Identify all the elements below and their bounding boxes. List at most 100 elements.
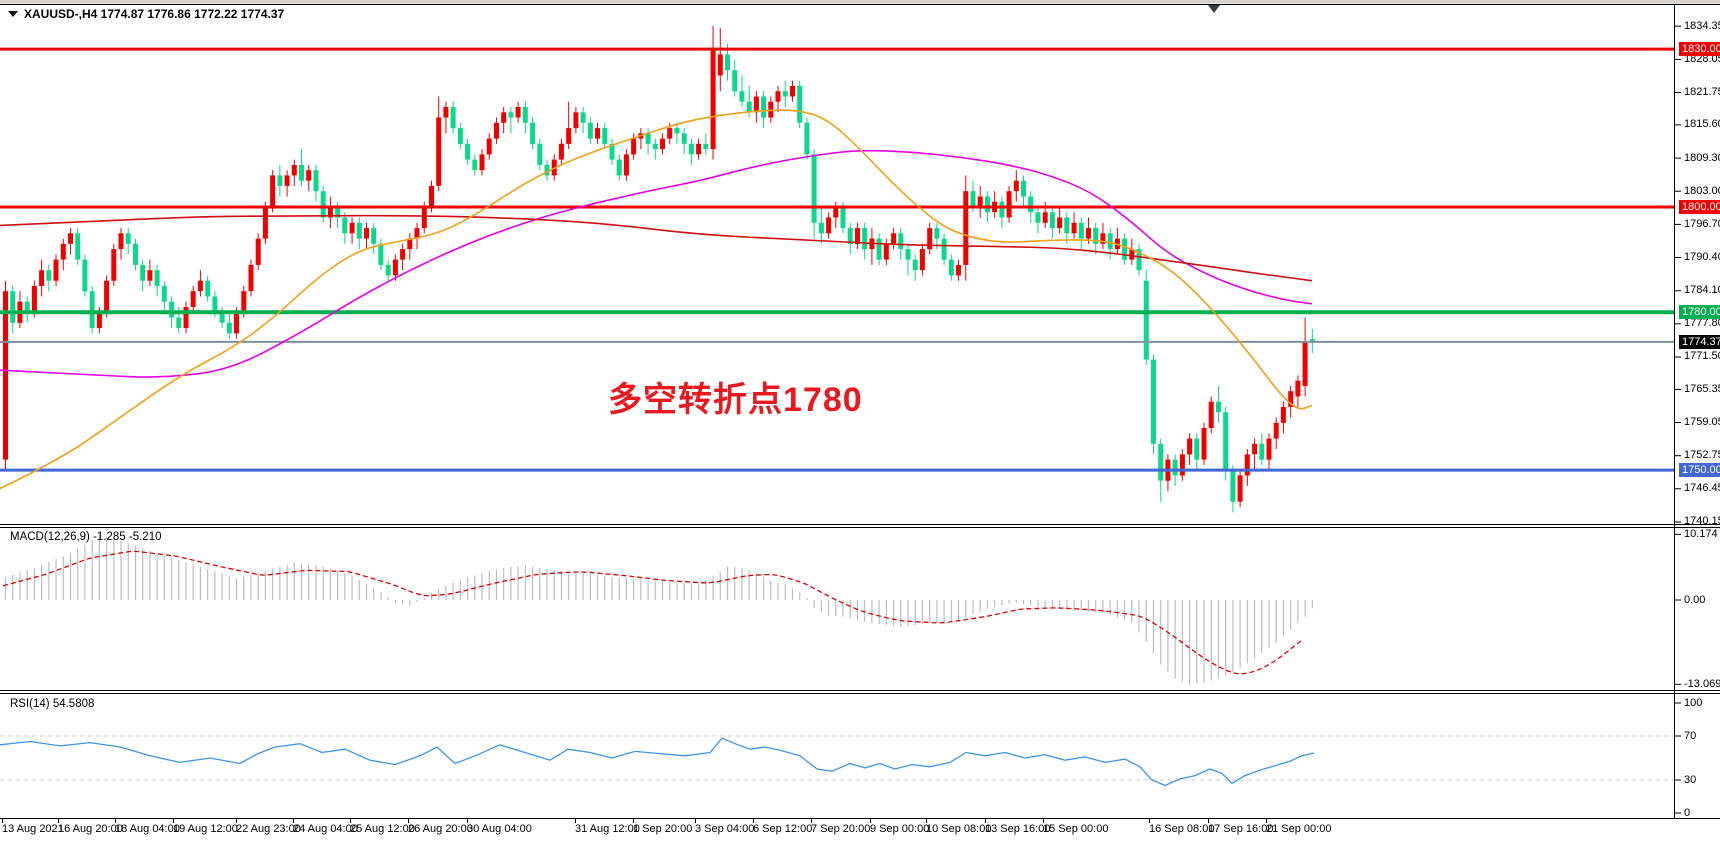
candle	[566, 101, 572, 150]
candle	[696, 138, 702, 160]
time-axis-label: 13 Sep 16:00	[985, 823, 1051, 835]
candle	[371, 222, 377, 255]
candle	[248, 259, 254, 297]
candle	[46, 264, 52, 292]
candle	[385, 259, 391, 281]
rsi-label: RSI(14) 54.5808	[10, 698, 95, 710]
chart-text-annotation[interactable]: 多空转折点1780	[608, 381, 863, 419]
price-axis-label: 1765.35	[1684, 382, 1720, 395]
candle	[717, 28, 723, 92]
candle	[39, 259, 45, 297]
symbol-dropdown-icon[interactable]	[8, 11, 18, 17]
candle	[1049, 207, 1055, 239]
price-axis-label: 1803.00	[1684, 184, 1720, 197]
candle	[479, 149, 485, 176]
candle	[775, 86, 781, 113]
candle	[450, 101, 456, 134]
candle	[75, 228, 81, 265]
candle	[349, 217, 355, 244]
candle	[161, 280, 167, 313]
candle	[1244, 449, 1250, 486]
candle	[595, 122, 600, 144]
time-axis-label: 13 Aug 2021	[2, 823, 64, 835]
candle	[1151, 354, 1156, 455]
symbol-header: XAUUSD-,H4 1774.87 1776.86 1772.22 1774.…	[8, 7, 284, 21]
candle	[1223, 407, 1229, 481]
time-axis-label: 9 Sep 00:00	[870, 823, 930, 835]
candle	[1194, 433, 1200, 471]
time-axis-label: 19 Aug 12:00	[173, 823, 238, 835]
candle	[392, 254, 398, 281]
candle	[1078, 217, 1084, 250]
candle	[826, 212, 832, 239]
candle	[313, 164, 319, 202]
candle	[956, 259, 961, 281]
candle	[486, 133, 492, 160]
candle	[522, 101, 528, 134]
candle	[1021, 175, 1026, 207]
candle	[414, 222, 420, 250]
candle	[616, 154, 622, 181]
candle	[1136, 243, 1142, 276]
macd-axis-label: 10.174	[1684, 527, 1718, 540]
candle	[1035, 207, 1041, 234]
candle	[1100, 222, 1106, 250]
candle	[515, 101, 521, 123]
candle	[1216, 385, 1221, 423]
candle	[660, 133, 665, 155]
candle	[919, 243, 925, 276]
candle	[356, 217, 362, 250]
candle	[443, 101, 449, 134]
candle	[912, 254, 918, 281]
candle	[1252, 438, 1258, 471]
candle	[602, 122, 608, 150]
time-axis-label: 3 Sep 04:00	[695, 823, 755, 835]
candle	[1107, 228, 1113, 260]
candle	[652, 138, 658, 160]
candle	[941, 233, 947, 265]
price-axis-label: 1740.15	[1684, 515, 1720, 528]
candle	[1302, 317, 1308, 397]
candle	[277, 164, 283, 197]
candle	[24, 296, 30, 323]
candle	[89, 285, 95, 334]
candle	[1165, 454, 1171, 492]
rsi-indicator	[0, 735, 1674, 787]
candle	[1057, 207, 1063, 234]
price-axis-label: 1746.45	[1684, 482, 1720, 495]
candle	[811, 149, 817, 239]
candle	[891, 228, 897, 250]
macd-indicator	[2, 534, 1313, 685]
candle	[154, 264, 160, 297]
candle	[573, 107, 579, 134]
time-axis-label: 10 Sep 08:00	[926, 823, 992, 835]
price-axis-label: 1796.70	[1684, 217, 1720, 230]
candle	[609, 138, 615, 165]
candle	[1208, 396, 1214, 434]
candle	[862, 222, 868, 260]
candle	[732, 59, 738, 97]
time-axis-label: 25 Aug 12:00	[350, 823, 415, 835]
rsi-axis-label: 100	[1684, 696, 1703, 709]
candle	[1187, 433, 1193, 465]
candle	[558, 138, 564, 165]
candle	[82, 254, 88, 297]
candle	[1143, 270, 1149, 365]
candle	[111, 243, 117, 286]
candle	[688, 138, 694, 165]
time-axis-label: 17 Sep 16:00	[1208, 823, 1274, 835]
candle	[306, 164, 312, 192]
candle	[342, 212, 348, 244]
candle	[1013, 170, 1019, 202]
chart-shift-marker-icon[interactable]	[1208, 5, 1220, 13]
candle	[284, 170, 290, 197]
candle	[1295, 375, 1301, 407]
candle	[1129, 238, 1135, 265]
candlestick-series	[3, 26, 1315, 513]
candle	[703, 133, 709, 155]
candle	[797, 80, 803, 129]
candle	[638, 128, 644, 150]
price-axis-current-label: 1774.37	[1679, 334, 1720, 349]
candle	[790, 80, 795, 102]
